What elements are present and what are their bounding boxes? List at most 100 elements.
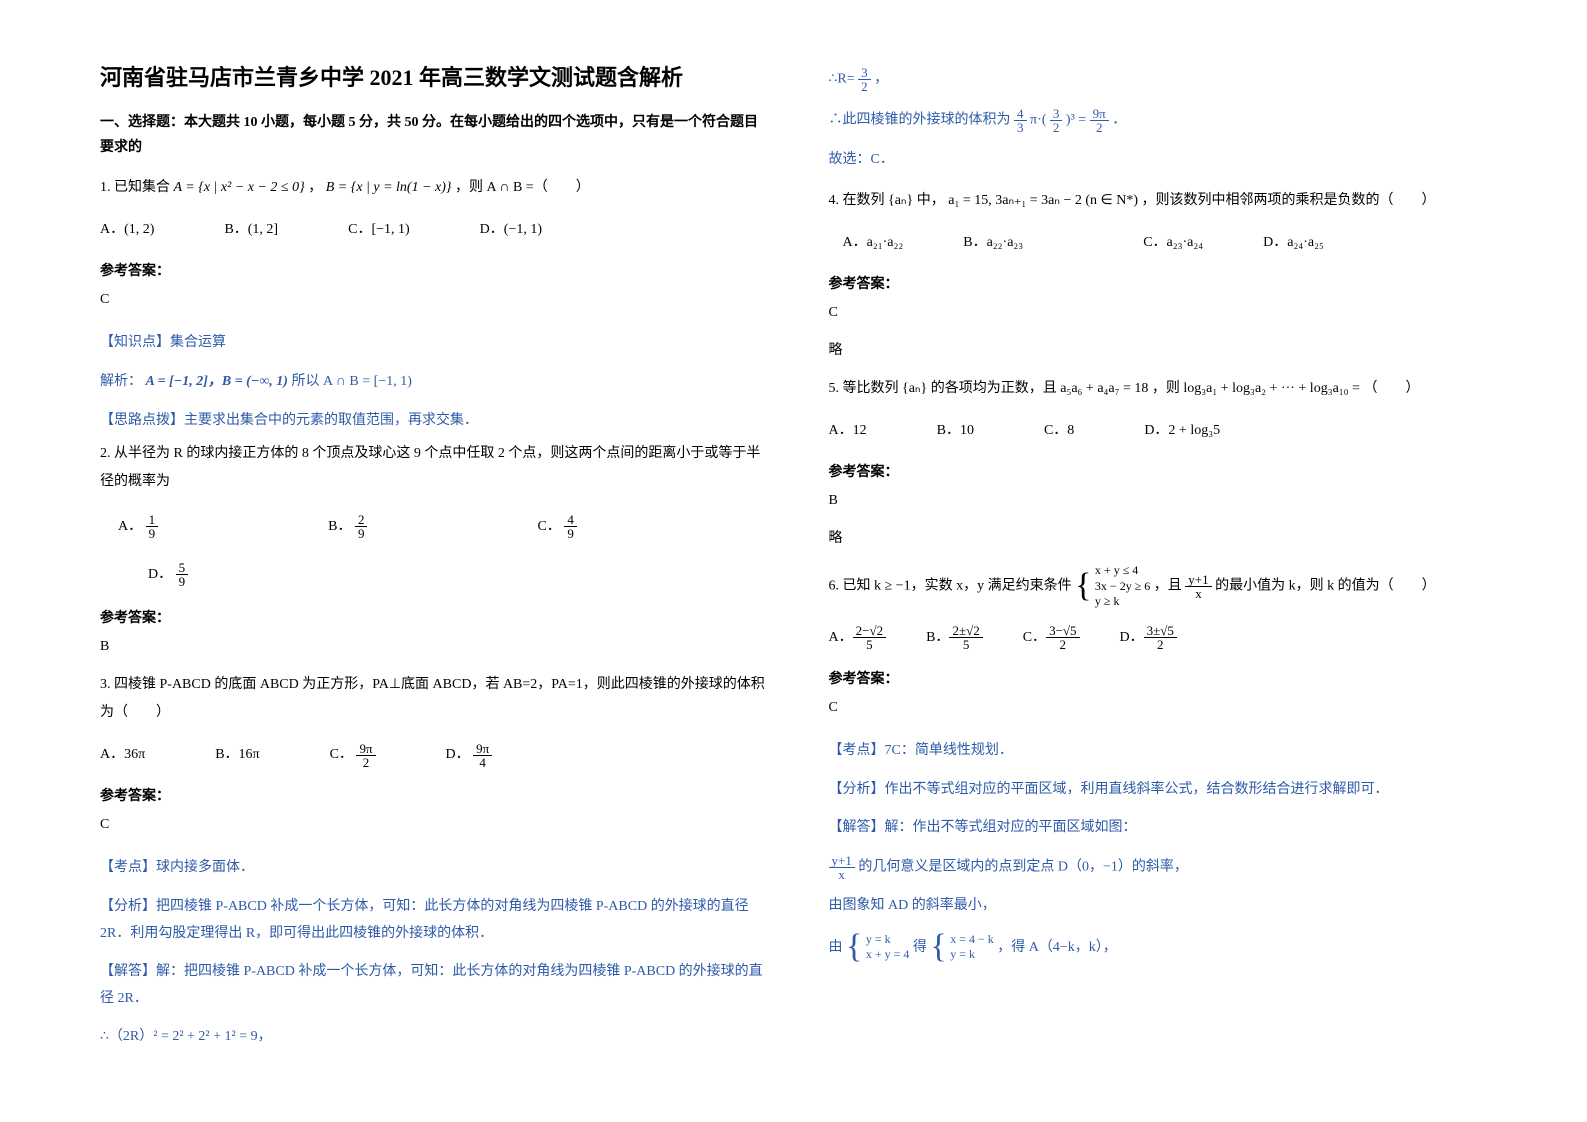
q1-text-b: ， xyxy=(308,180,322,195)
q2-opt-c: C． 49 xyxy=(537,510,576,544)
answer-label-3: 参考答案： xyxy=(100,785,769,805)
q6-b: ，且 xyxy=(1154,579,1182,594)
q1-solution: 解析： A = [−1, 2]，B = (−∞, 1) 所以 A ∩ B = [… xyxy=(100,369,769,396)
q4-answer: C xyxy=(829,299,1498,327)
q6-kd: 【考点】7C：简单线性规划． xyxy=(829,738,1498,765)
q1-opt-d: D．(−1, 1) xyxy=(480,216,542,244)
sys-mid: 得 xyxy=(913,940,927,955)
q5-stem: 5. 等比数列 {aₙ} 的各项均为正数，且 a₅a₆ + a₄a₇ = 18 … xyxy=(829,375,1498,403)
q6-jd-c: 的几何意义是区域内的点到定点 D（0，−1）的斜率， xyxy=(858,860,1188,875)
vol-mid2: )³ = xyxy=(1066,113,1086,128)
section-1-heading: 一、选择题：本大题共 10 小题，每小题 5 分，共 50 分。在每小题给出的四… xyxy=(100,110,769,160)
sys1b: x + y = 4 xyxy=(866,947,910,963)
r-suf: ， xyxy=(874,72,888,87)
frac-9pi-2b: 9π2 xyxy=(1090,107,1109,134)
q1-text-a: 1. 已知集合 xyxy=(100,180,174,195)
q4-opt-d: D．a₂₄·a₂₅ xyxy=(1263,229,1324,257)
q6C-frac: 3−√52 xyxy=(1046,624,1079,651)
q4-opt-a: A．a₂₁·a₂₂ xyxy=(843,229,904,257)
frac-1-9: 19 xyxy=(146,513,159,540)
left-column: 河南省驻马店市兰青乡中学 2021 年高三数学文测试题含解析 一、选择题：本大题… xyxy=(100,60,769,1082)
q6-c3: y ≥ k xyxy=(1095,594,1150,610)
q5-b: a₅a₆ + a₄a₇ = 18 xyxy=(1060,381,1148,396)
sys1a: y = k xyxy=(866,932,910,948)
slope-frac: y+1x xyxy=(829,854,855,881)
q3-opt-c: C． 9π2 xyxy=(330,741,376,769)
sys-pre: 由 xyxy=(829,940,843,955)
q6-opt-a: A．2−√25 xyxy=(829,624,887,652)
q6-answer: C xyxy=(829,694,1498,722)
q5-opt-a: A．12 xyxy=(829,417,867,445)
opt-d-pre: D． xyxy=(148,567,172,582)
q6-c: 的最小值为 k，则 k 的值为（ ） xyxy=(1215,579,1436,594)
q3-opt-a: A．36π xyxy=(100,741,145,769)
q4-stem: 4. 在数列 {aₙ} 中， a₁ = 15, 3aₙ₊₁ = 3aₙ − 2 … xyxy=(829,187,1498,215)
q3-options: A．36π B．16π C． 9π2 D． 9π4 xyxy=(100,741,769,769)
frac-9pi-2: 9π2 xyxy=(356,742,375,769)
q4-c: ，则该数列中相邻两项的乘积是负数的（ ） xyxy=(1142,193,1436,208)
q4-options: A．a₂₁·a₂₂ B．a₂₂·a₂₃ C．a₂₃·a₂₄ D．a₂₄·a₂₅ xyxy=(829,229,1498,257)
q4-b: a₁ = 15, 3aₙ₊₁ = 3aₙ − 2 (n ∈ N*) xyxy=(948,193,1138,208)
q6-jd-d: 由图象知 AD 的斜率最小， xyxy=(829,893,1498,920)
q6-c1: x + y ≤ 4 xyxy=(1095,563,1150,579)
q6-opt-b: B．2±√25 xyxy=(926,624,983,652)
q5-answer: B xyxy=(829,487,1498,515)
q1-tip: 【思路点拨】主要求出集合中的元素的取值范围，再求交集． xyxy=(100,408,769,435)
q3-jieda-2: ∴（2R）² = 2² + 2² + 1² = 9， xyxy=(100,1024,769,1051)
answer-label-1: 参考答案： xyxy=(100,260,769,280)
q2-options-row1: A． 19 B． 29 C． 49 xyxy=(118,510,769,544)
vol-pre: ∴此四棱锥的外接球的体积为 xyxy=(829,113,1011,128)
q1-options: A．(1, 2) B．(1, 2] C．[−1, 1) D．(−1, 1) xyxy=(100,216,769,244)
q3-opt-b: B．16π xyxy=(215,741,259,769)
q1-text-c: ，则 A ∩ B =（ ） xyxy=(455,180,590,195)
right-column: ∴R= 32 ， ∴此四棱锥的外接球的体积为 43 π·( 32 )³ = 9π… xyxy=(829,60,1498,1082)
answer-label-2: 参考答案： xyxy=(100,607,769,627)
frac-9pi-4: 9π4 xyxy=(473,742,492,769)
q1-sol-c: 所以 A ∩ B = [−1, 1) xyxy=(291,374,411,389)
q5-opt-c: C．8 xyxy=(1044,417,1074,445)
q6-jd-b: y+1x 的几何意义是区域内的点到定点 D（0，−1）的斜率， xyxy=(829,854,1498,881)
vol-mid: π·( xyxy=(1030,113,1046,128)
brace-icon-2: { xyxy=(846,932,862,963)
q1-opt-b: B．(1, 2] xyxy=(224,216,278,244)
q4-opt-b: B．a₂₂·a₂₃ xyxy=(963,229,1023,257)
q2-stem: 2. 从半径为 R 的球内接正方体的 8 个顶点及球心这 9 个点中任取 2 个… xyxy=(100,440,769,496)
q3-optc-pre: C． xyxy=(330,747,353,762)
q6-constraints: x + y ≤ 4 3x − 2y ≥ 6 y ≥ k xyxy=(1095,563,1150,610)
q1-opt-c: C．[−1, 1) xyxy=(348,216,410,244)
answer-label-5: 参考答案： xyxy=(829,461,1498,481)
q5-options: A．12 B．10 C．8 D．2 + log₃5 xyxy=(829,417,1498,445)
opt-b-pre: B． xyxy=(328,519,351,534)
opt-a-pre: A． xyxy=(118,519,142,534)
q3-stem: 3. 四棱锥 P‐ABCD 的底面 ABCD 为正方形，PA⊥底面 ABCD，若… xyxy=(100,671,769,727)
brace-icon-3: { xyxy=(930,932,946,963)
q1-sol-b: A = [−1, 2]，B = (−∞, 1) xyxy=(146,374,288,389)
q2-opt-d: D． 59 xyxy=(148,558,188,592)
q6-fx: 【分析】作出不等式组对应的平面区域，利用直线斜率公式，结合数形结合进行求解即可． xyxy=(829,777,1498,804)
r-pre: ∴R= xyxy=(829,72,855,87)
sys-2: x = 4 − k y = k xyxy=(950,932,994,963)
opt-c-pre: C． xyxy=(537,519,560,534)
q5-c: ，则 xyxy=(1152,381,1184,396)
q5-d: log₃a₁ + log₃a₂ + ··· + log₃a₁₀ = xyxy=(1183,381,1360,396)
q6-stem: 6. 已知 k ≥ −1，实数 x，y 满足约束条件 { x + y ≤ 4 3… xyxy=(829,563,1498,610)
q2-options-row2: D． 59 xyxy=(118,558,769,592)
q1-set-b: B = {x | y = ln(1 − x)} xyxy=(326,180,452,195)
page-title: 河南省驻马店市兰青乡中学 2021 年高三数学文测试题含解析 xyxy=(100,60,769,92)
q5-opt-b: B．10 xyxy=(937,417,974,445)
sys-suf: ，得 A（4−k，k）， xyxy=(997,940,1117,955)
q3-fenxi: 【分析】把四棱锥 P‐ABCD 补成一个长方体，可知：此长方体的对角线为四棱锥 … xyxy=(100,894,769,947)
frac-5-9: 59 xyxy=(176,561,189,588)
q4-a: 4. 在数列 {aₙ} 中， xyxy=(829,193,945,208)
q3-optd-pre: D． xyxy=(446,747,470,762)
sys2a: x = 4 − k xyxy=(950,932,994,948)
answer-label-4: 参考答案： xyxy=(829,273,1498,293)
q2-answer: B xyxy=(100,633,769,661)
q5-opt-d: D．2 + log₃5 xyxy=(1144,417,1220,445)
q6A-frac: 2−√25 xyxy=(853,624,886,651)
frac-3-2b: 32 xyxy=(1050,107,1063,134)
sys2b: y = k xyxy=(950,947,994,963)
frac-4-3: 43 xyxy=(1014,107,1027,134)
q6D-frac: 3±√52 xyxy=(1144,624,1177,651)
vol-suf: ． xyxy=(1112,113,1126,128)
